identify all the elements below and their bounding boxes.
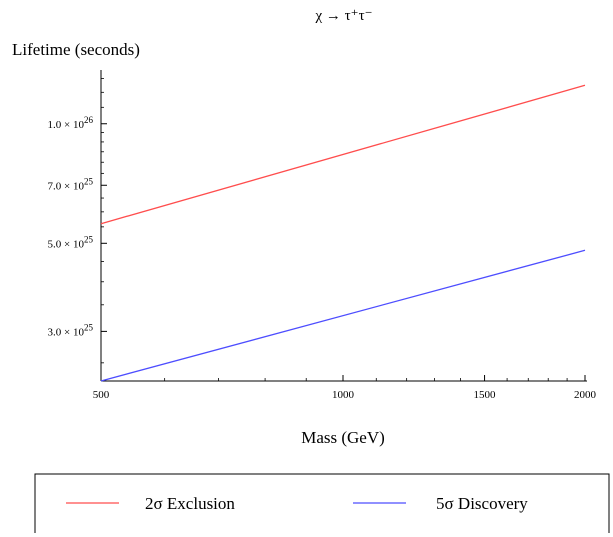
- y-axis-title: Lifetime (seconds): [12, 40, 140, 59]
- x-tick-label: 2000: [574, 389, 597, 401]
- x-tick-label: 500: [93, 389, 110, 401]
- legend: 2σ Exclusion 5σ Discovery: [34, 473, 610, 537]
- legend-label-2: 5σ Discovery: [436, 494, 528, 513]
- chart-title: χ → τ⁺τ⁻: [314, 8, 372, 24]
- x-tick-label: 1000: [332, 389, 355, 401]
- y-tick-label: 1.0 × 1026: [48, 115, 94, 131]
- y-tick-label: 5.0 × 1025: [48, 234, 94, 250]
- axes: 500 1000 1500 2000 3.0 × 1025 5.0 × 1025 7.0 ×…: [48, 70, 597, 401]
- x-tick-label: 1500: [474, 389, 497, 401]
- plot-lines: [100, 84, 586, 382]
- series-line-1: [100, 84, 586, 225]
- legend-label-1: 2σ Exclusion: [145, 494, 235, 513]
- y-tick-label: 7.0 × 1025: [48, 176, 94, 192]
- y-tick-label: 3.0 × 1025: [48, 322, 94, 338]
- legend-box: [34, 473, 610, 537]
- series-line-2: [100, 249, 586, 382]
- x-axis-title: Mass (GeV): [301, 428, 385, 447]
